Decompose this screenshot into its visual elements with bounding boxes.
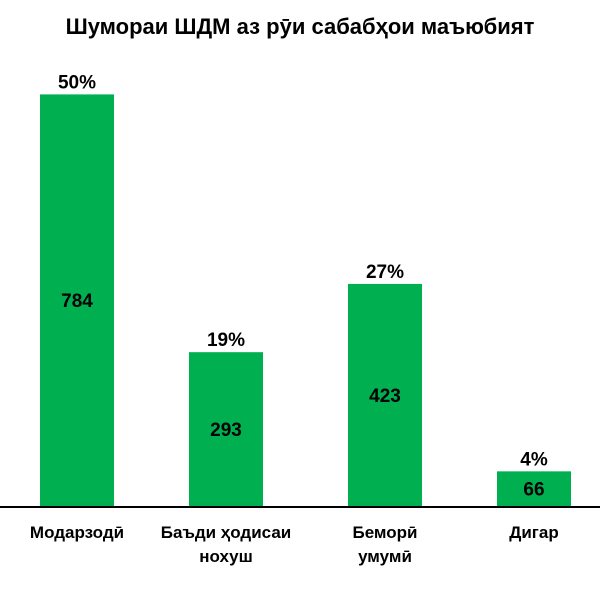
bar-3 — [348, 283, 422, 506]
labels-group: 784 50% Модарзодӣ 293 19% Баъди ҳодисаи нохуш 4… — [30, 72, 559, 566]
category-label-2-line-2: нохуш — [199, 547, 253, 566]
value-label-3: 423 — [369, 386, 401, 407]
value-label-2: 293 — [210, 420, 242, 441]
bar-4 — [497, 471, 571, 506]
percent-label-1: 50% — [58, 72, 96, 93]
bars-group — [40, 94, 571, 507]
chart-title: Шумораи ШДМ аз рӯи сабабҳои маъюбият — [66, 14, 535, 39]
category-label-2-line-1: Баъди ҳодисаи — [161, 523, 291, 542]
category-label-4: Дигар — [509, 523, 558, 542]
percent-label-3: 27% — [366, 262, 404, 283]
percent-label-4: 4% — [520, 449, 548, 470]
bar-1 — [40, 94, 114, 507]
category-label-1: Модарзодӣ — [30, 523, 124, 542]
percent-label-2: 19% — [207, 330, 245, 351]
bar-2 — [189, 352, 263, 506]
category-label-3-line-1: Беморӣ — [352, 523, 417, 542]
value-label-1: 784 — [61, 291, 93, 312]
value-label-4: 66 — [523, 480, 544, 501]
category-label-3-line-2: умумӣ — [358, 547, 412, 566]
